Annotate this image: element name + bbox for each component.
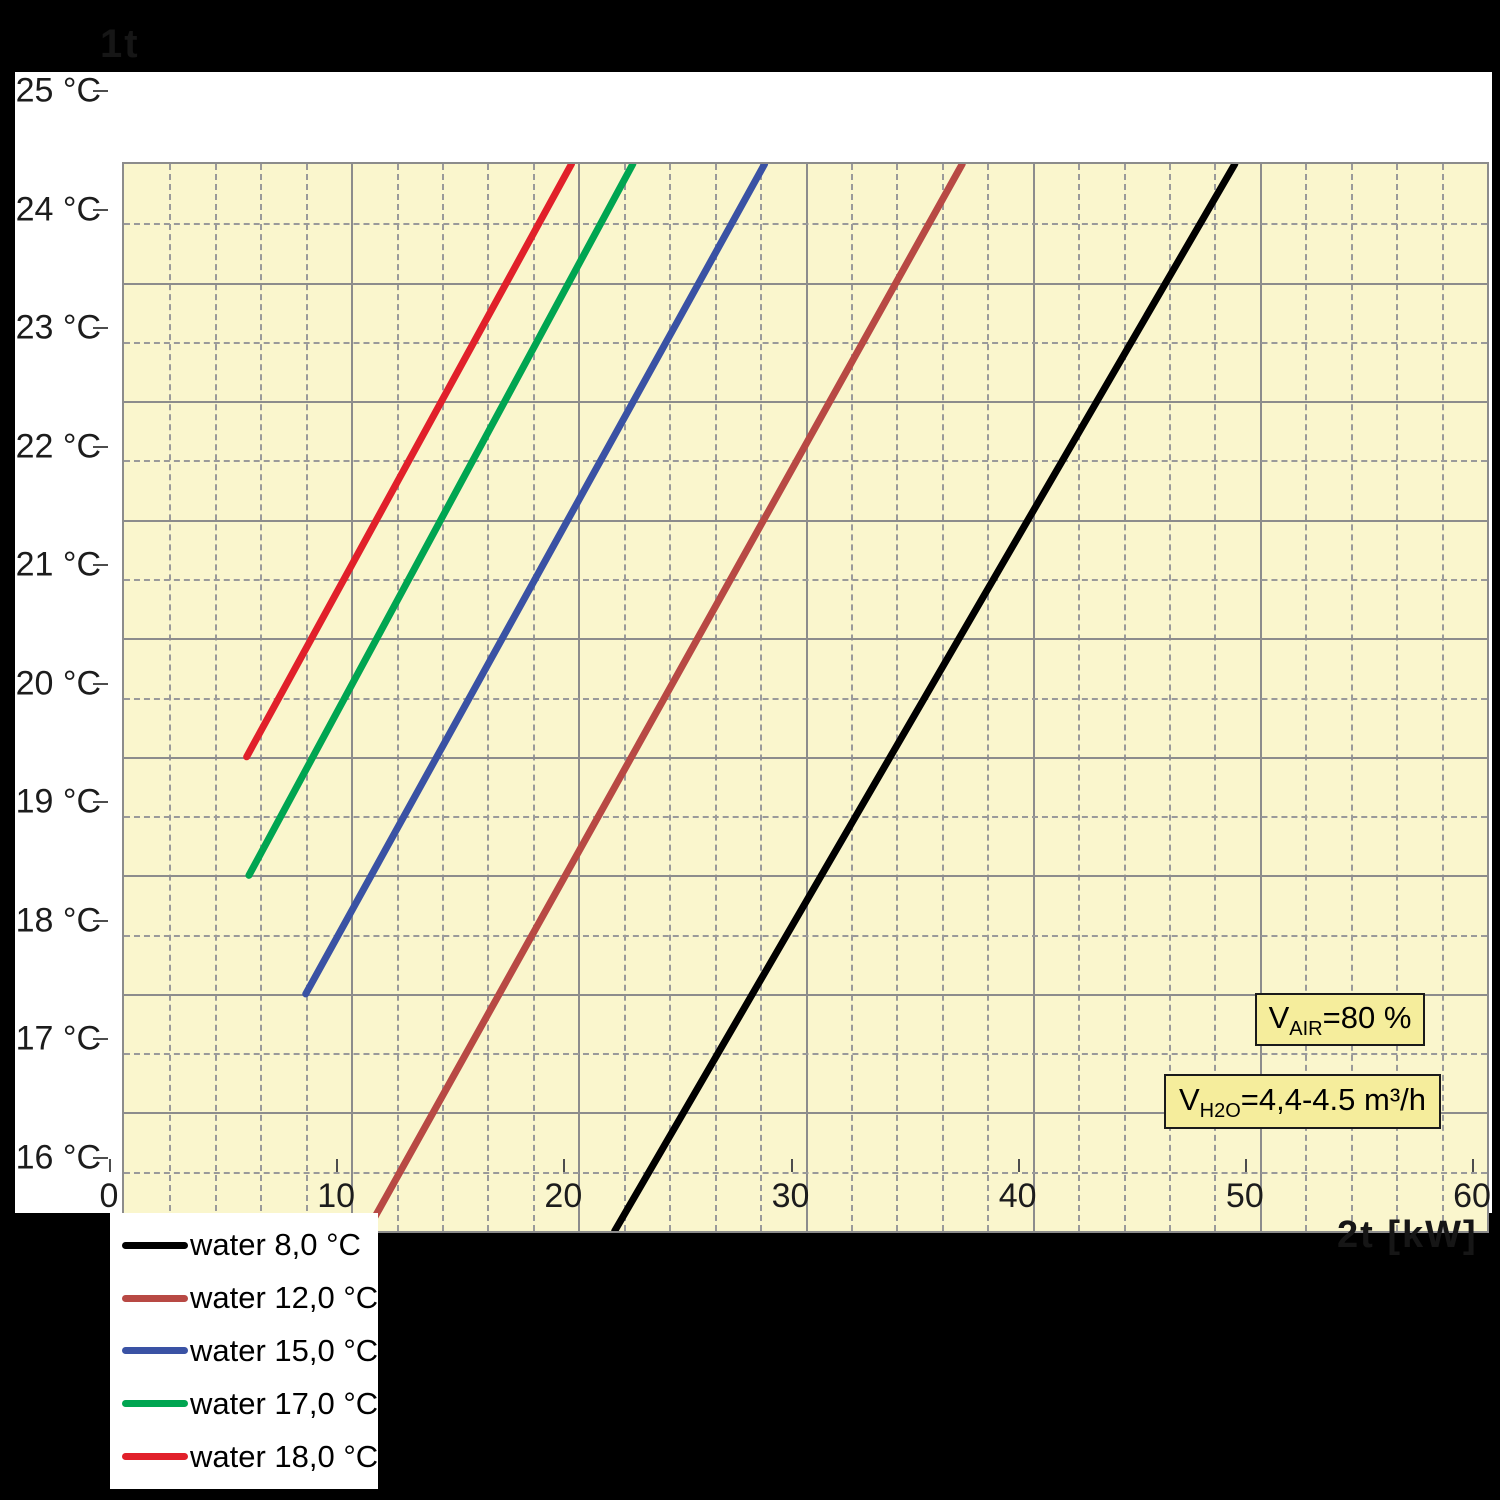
legend-label: water 17,0 °C xyxy=(190,1385,379,1421)
y-tick-mark xyxy=(93,327,108,330)
x-tick-label: 40 xyxy=(998,1177,1037,1215)
legend-swatch xyxy=(122,1347,188,1355)
legend-item: water 17,0 °C xyxy=(110,1379,378,1429)
y-tick-mark xyxy=(93,445,108,448)
y-tick-mark xyxy=(93,1038,108,1041)
x-tick-mark xyxy=(336,1159,339,1172)
legend-item: water 12,0 °C xyxy=(110,1273,378,1323)
x-tick-mark xyxy=(1244,1159,1247,1172)
x-tick-label: 0 xyxy=(99,1177,119,1215)
x-tick-mark xyxy=(1017,1159,1020,1172)
x-tick-mark xyxy=(109,1159,111,1172)
x-axis-title-faint: 2t [kW] xyxy=(1337,1214,1478,1256)
y-tick-mark xyxy=(93,564,108,567)
series-line xyxy=(302,164,769,998)
y-tick-label: 22 °C xyxy=(15,427,101,466)
legend-swatch xyxy=(122,1241,188,1249)
legend-swatch xyxy=(122,1453,188,1461)
legend-label: water 18,0 °C xyxy=(190,1438,379,1474)
series-line xyxy=(611,164,1239,1231)
y-tick-label: 24 °C xyxy=(15,190,101,229)
chart-legend: water 8,0 °C water 12,0 °C water 15,0 °C wa… xyxy=(110,1213,378,1489)
legend-item: water 15,0 °C xyxy=(110,1326,378,1376)
legend-item: water 8,0 °C xyxy=(110,1220,378,1270)
y-tick-label: 23 °C xyxy=(15,308,101,347)
y-tick-label: 18 °C xyxy=(15,901,101,940)
y-tick-mark xyxy=(93,208,108,211)
x-tick-mark xyxy=(563,1159,566,1172)
x-tick-label: 60 xyxy=(1453,1177,1491,1215)
legend-item: water 18,0 °C xyxy=(110,1432,378,1482)
y-axis-title-faint: 1t xyxy=(100,22,140,66)
y-tick-mark xyxy=(93,801,108,804)
series-line xyxy=(363,164,966,1231)
x-tick-mark xyxy=(1472,1159,1474,1172)
x-tick-label: 20 xyxy=(544,1177,583,1215)
x-tick-mark xyxy=(790,1159,793,1172)
x-tick-label: 50 xyxy=(1225,1177,1264,1215)
x-tick-label: 30 xyxy=(771,1177,810,1215)
annotation-v-h2o: VH2O=4,4-4.5 m³/h xyxy=(1164,1074,1441,1129)
series-line xyxy=(243,164,576,761)
legend-swatch xyxy=(122,1400,188,1408)
y-tick-label: 17 °C xyxy=(15,1019,101,1058)
annotation-text: VAIR=80 % xyxy=(1268,999,1412,1041)
chart-panel: VAIR=80 % VH2O=4,4-4.5 m³/h 25 °C 24 °C 23… xyxy=(15,71,1492,1233)
y-tick-label: 21 °C xyxy=(15,545,101,584)
legend-label: water 15,0 °C xyxy=(190,1332,379,1368)
legend-label: water 8,0 °C xyxy=(190,1227,361,1263)
series-line xyxy=(245,164,637,879)
plot-area: VAIR=80 % VH2O=4,4-4.5 m³/h xyxy=(122,162,1489,1233)
x-tick-label: 10 xyxy=(317,1177,356,1215)
y-tick-mark xyxy=(93,1157,108,1159)
y-tick-label: 19 °C xyxy=(15,782,101,821)
y-tick-mark xyxy=(93,90,108,92)
annotation-text: VH2O=4,4-4.5 m³/h xyxy=(1178,1081,1427,1123)
y-tick-label: 16 °C xyxy=(15,1138,101,1177)
legend-swatch xyxy=(122,1294,188,1302)
y-tick-mark xyxy=(93,919,108,922)
y-tick-label: 20 °C xyxy=(15,664,101,703)
y-tick-mark xyxy=(93,682,108,685)
legend-label: water 12,0 °C xyxy=(190,1280,379,1316)
y-tick-label: 25 °C xyxy=(15,71,101,110)
series-lines xyxy=(243,164,1239,1231)
annotation-v-air: VAIR=80 % xyxy=(1255,993,1425,1046)
